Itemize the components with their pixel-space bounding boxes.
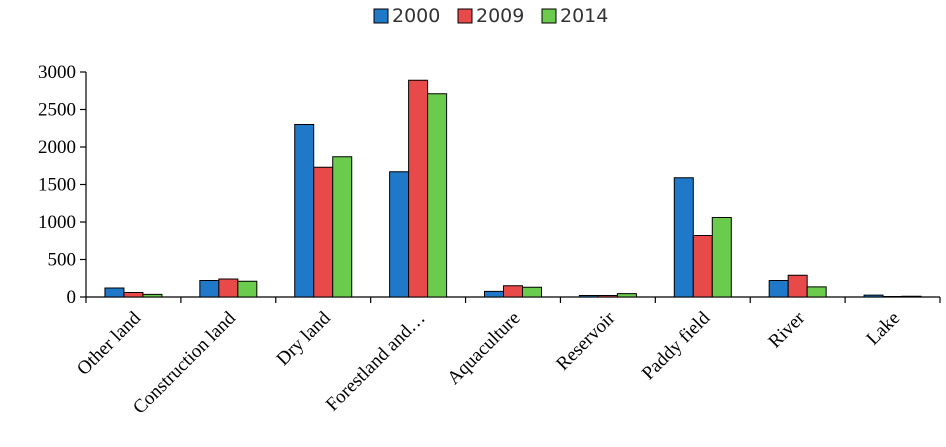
bar-2014 bbox=[237, 280, 258, 298]
bar-2009 bbox=[123, 292, 144, 298]
bar-2009 bbox=[313, 166, 334, 298]
bar-2000 bbox=[294, 124, 315, 298]
legend-swatch bbox=[373, 8, 389, 24]
bar-2014 bbox=[522, 286, 542, 298]
bar-2000 bbox=[484, 290, 504, 298]
x-category-label: River bbox=[764, 307, 809, 352]
y-tick-label: 500 bbox=[48, 250, 77, 271]
legend-label: 2014 bbox=[560, 5, 608, 27]
y-tick-label: 3000 bbox=[38, 62, 76, 83]
x-category-label: Forestland and… bbox=[322, 308, 430, 416]
x-category-label: Aquaculture bbox=[443, 308, 524, 389]
bar-2009 bbox=[692, 235, 713, 298]
bar-2014 bbox=[901, 295, 922, 298]
x-category-label: Construction land bbox=[129, 307, 240, 418]
bar-2000 bbox=[768, 280, 789, 298]
bars bbox=[104, 79, 922, 298]
bar-2000 bbox=[389, 171, 410, 298]
bar-2000 bbox=[104, 287, 125, 298]
y-tick-label: 1000 bbox=[38, 212, 76, 233]
x-category-label: Dry land bbox=[273, 307, 336, 370]
bar-2000 bbox=[199, 280, 220, 298]
bar-2000 bbox=[673, 177, 694, 298]
legend: 2000 2009 2014 bbox=[373, 5, 608, 27]
bar-2014 bbox=[616, 293, 637, 298]
x-category-label: Other land bbox=[73, 307, 145, 379]
legend-label: 2009 bbox=[476, 5, 524, 27]
bar-2009 bbox=[218, 278, 239, 298]
bar-2014 bbox=[332, 156, 353, 298]
y-tick-label: 1500 bbox=[38, 175, 76, 196]
y-tick-label: 0 bbox=[67, 287, 77, 308]
legend-swatch bbox=[457, 8, 473, 24]
bar-2000 bbox=[863, 294, 884, 298]
legend-label: 2000 bbox=[392, 5, 440, 27]
bar-2014 bbox=[711, 217, 732, 298]
bar-2000 bbox=[578, 295, 599, 298]
x-category-label: Lake bbox=[862, 308, 904, 350]
bar-2009 bbox=[787, 274, 808, 298]
bar-2009 bbox=[882, 296, 903, 298]
x-category-label: Reservoir bbox=[552, 307, 620, 375]
legend-swatch bbox=[541, 8, 557, 24]
bar-2009 bbox=[408, 79, 429, 298]
bar-2009 bbox=[597, 295, 618, 298]
y-tick-label: 2500 bbox=[38, 100, 76, 121]
axes: 0 500 1000 1500 2000 2500 3000 bbox=[38, 62, 941, 308]
x-category-label: Paddy field bbox=[638, 307, 715, 384]
bar-2014 bbox=[142, 293, 163, 298]
bar-2014 bbox=[806, 286, 827, 298]
bar-2014 bbox=[427, 93, 448, 298]
bar-2009 bbox=[503, 285, 523, 298]
y-tick-label: 2000 bbox=[38, 137, 76, 158]
